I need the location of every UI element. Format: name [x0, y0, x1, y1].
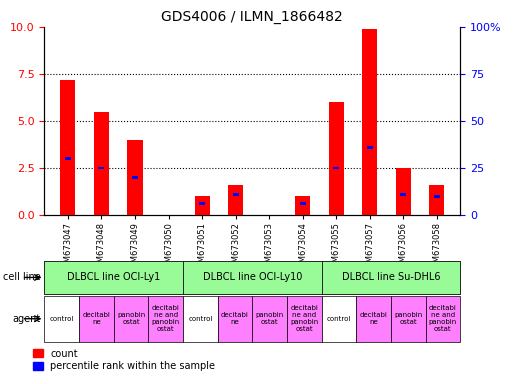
Bar [218, 296, 253, 342]
Text: decitabi
ne and
panobin
ostat: decitabi ne and panobin ostat [290, 305, 319, 332]
Bar [362, 29, 377, 215]
Text: decitabi
ne and
panobin
ostat: decitabi ne and panobin ostat [152, 305, 180, 332]
Text: decitabi
ne and
panobin
ostat: decitabi ne and panobin ostat [429, 305, 457, 332]
Bar [183, 261, 322, 294]
Text: panobin
ostat: panobin ostat [256, 312, 284, 325]
Bar [322, 296, 356, 342]
Bar [183, 296, 218, 342]
Bar [44, 296, 79, 342]
Bar [429, 185, 445, 215]
Text: control: control [50, 316, 74, 322]
Text: DLBCL line Su-DHL6: DLBCL line Su-DHL6 [342, 272, 440, 283]
Legend: count, percentile rank within the sample: count, percentile rank within the sample [31, 347, 218, 373]
Bar [60, 79, 75, 215]
Bar [328, 102, 344, 215]
Text: decitabi
ne: decitabi ne [83, 312, 110, 325]
Bar [356, 296, 391, 342]
Bar [79, 296, 114, 342]
Bar [322, 261, 460, 294]
Bar [195, 196, 210, 215]
FancyBboxPatch shape [98, 167, 105, 169]
Text: panobin
ostat: panobin ostat [394, 312, 423, 325]
Bar [426, 296, 460, 342]
Bar [396, 168, 411, 215]
Bar [149, 296, 183, 342]
FancyBboxPatch shape [132, 176, 138, 179]
FancyBboxPatch shape [199, 202, 205, 205]
Bar [114, 296, 149, 342]
Bar [44, 261, 183, 294]
FancyBboxPatch shape [333, 167, 339, 169]
FancyBboxPatch shape [233, 193, 238, 196]
Bar [94, 112, 109, 215]
FancyBboxPatch shape [367, 146, 373, 149]
Bar [295, 196, 310, 215]
Text: panobin
ostat: panobin ostat [117, 312, 145, 325]
Bar [128, 140, 143, 215]
FancyBboxPatch shape [434, 195, 440, 197]
Text: decitabi
ne: decitabi ne [360, 312, 388, 325]
FancyBboxPatch shape [400, 193, 406, 196]
FancyBboxPatch shape [65, 157, 71, 160]
Bar [228, 185, 243, 215]
Text: cell line: cell line [3, 272, 40, 283]
Text: DLBCL line OCI-Ly10: DLBCL line OCI-Ly10 [202, 272, 302, 283]
Title: GDS4006 / ILMN_1866482: GDS4006 / ILMN_1866482 [162, 10, 343, 25]
Bar [252, 296, 287, 342]
Text: agent: agent [12, 314, 40, 324]
Text: decitabi
ne: decitabi ne [221, 312, 249, 325]
Bar [391, 296, 426, 342]
Text: control: control [327, 316, 351, 322]
FancyBboxPatch shape [300, 202, 305, 205]
Bar [287, 296, 322, 342]
Text: DLBCL line OCI-Ly1: DLBCL line OCI-Ly1 [67, 272, 161, 283]
Text: control: control [188, 316, 212, 322]
